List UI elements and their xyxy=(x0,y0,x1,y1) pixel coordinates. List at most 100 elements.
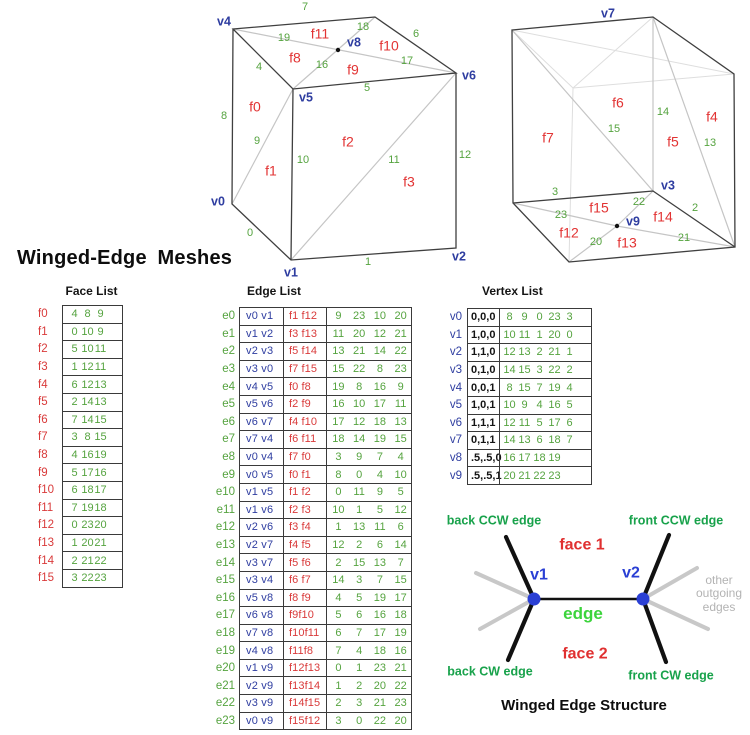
face-list-row: f6 7 14 15 xyxy=(38,410,123,430)
number-slot: 12 xyxy=(503,346,516,359)
edge-wings-cell: 0 11 9 5 xyxy=(326,483,411,501)
cube-right-hidden-edges xyxy=(511,16,735,263)
face-edges-cell: 7 14 15 xyxy=(63,412,122,429)
number-slot: 23 xyxy=(373,662,386,675)
other-outgoing-edges-label: other outgoing edges xyxy=(695,572,743,614)
number-slot: 0 xyxy=(566,328,573,341)
number-slot: 7 xyxy=(376,451,383,464)
edge-vertices-cell: v3 v4 xyxy=(246,574,274,587)
edge-row-cells: v2 v3 f5 f14 13 21 14 22 xyxy=(239,342,412,361)
edge-number-label: 18 xyxy=(356,21,370,34)
number-slot: 18 xyxy=(94,501,107,514)
edge-vertices-cell: v0 v5 xyxy=(246,468,274,481)
number-slot: 9 xyxy=(521,311,528,324)
face-list-row: f5 2 14 13 xyxy=(38,392,123,412)
number-slot: 2 xyxy=(335,556,342,569)
face-id: f9 xyxy=(38,466,48,479)
face-label: f11 xyxy=(310,25,330,42)
number-slot: 21 xyxy=(394,327,407,340)
number-slot: 23 xyxy=(394,363,407,376)
face-list-row: f13 1 20 21 xyxy=(38,533,123,553)
number-slot: 9 xyxy=(356,451,363,464)
edge-vertices-cell: v1 v6 xyxy=(246,503,274,516)
vertex-edges-cell: 14 13 6 18 7 xyxy=(499,432,591,449)
number-slot: 5 xyxy=(356,591,363,604)
number-slot: 15 xyxy=(518,364,531,377)
vertex-label: v0 xyxy=(211,194,225,209)
number-slot: 10 xyxy=(373,310,386,323)
edge-row-cells: v6 v7 f4 f10 17 12 18 13 xyxy=(239,412,412,432)
number-slot: 10 xyxy=(332,503,345,516)
vertex-coords-cell: 1,1,0 xyxy=(471,346,496,359)
number-slot: 1 xyxy=(566,346,573,359)
edge-vertices-cell: v0 v4 xyxy=(246,451,274,464)
number-slot: 7 xyxy=(335,644,342,657)
edge-list-row: e2 v2 v3 f5 f14 13 21 14 22 xyxy=(212,342,412,361)
vertex-list-row: v8 .5,.5,0 16 17 18 19 xyxy=(438,448,592,468)
vertex-row-cells: 0,0,0 8 9 0 23 3 xyxy=(467,308,592,327)
face-id: f15 xyxy=(38,572,54,585)
number-slot: 7 xyxy=(356,626,363,639)
face-edges-cell: 7 19 18 xyxy=(63,500,122,517)
edge-row-cells: v6 v8 f9f10 5 6 16 18 xyxy=(239,606,412,625)
number-slot: 13 xyxy=(332,345,345,358)
vertex-list-row: v1 1,0,0 10 11 1 20 0 xyxy=(438,325,592,345)
number-slot: 1 xyxy=(356,662,363,675)
edge-row-cells: v4 v5 f0 f8 19 8 16 9 xyxy=(239,377,412,396)
edge-number-label: 14 xyxy=(656,106,670,119)
face-id: f2 xyxy=(38,343,48,356)
edge-faces-cell: f4 f10 xyxy=(283,413,326,431)
number-slot: 2 xyxy=(356,539,363,552)
edge-number-label: 16 xyxy=(315,59,329,72)
vertex-row-cells: 1,0,1 10 9 4 16 5 xyxy=(467,395,592,415)
edge-vertices-cell: v1 v9 xyxy=(246,662,274,675)
number-slot: 15 xyxy=(94,431,107,444)
page-title: Winged-Edge Meshes xyxy=(17,247,233,269)
edge-id: e4 xyxy=(222,380,235,393)
winged-edge-structure-caption: Winged Edge Structure xyxy=(501,697,667,715)
number-slot: 2 xyxy=(356,679,363,692)
number-slot: 2 xyxy=(71,554,78,567)
vertex-edges-cell: 14 15 3 22 2 xyxy=(499,361,591,379)
number-slot: 6 xyxy=(397,521,404,534)
number-slot: 14 xyxy=(503,434,516,447)
edge-list-row: e13 v2 v7 f4 f5 12 2 6 14 xyxy=(212,535,412,555)
face-list-row: f7 3 8 15 xyxy=(38,428,123,447)
edge-faces-cell: f0 f1 xyxy=(283,466,326,483)
face-edges-cell: 5 17 16 xyxy=(63,464,122,481)
front-cw-edge-label: front CW edge xyxy=(628,668,714,683)
edge-row-cells: v1 v5 f1 f2 0 11 9 5 xyxy=(239,482,412,502)
number-slot: 5 xyxy=(536,416,543,429)
number-slot: 12 xyxy=(373,327,386,340)
vertex-coords-cell: 1,0,1 xyxy=(471,399,496,412)
number-slot: 22 xyxy=(394,679,407,692)
number-slot: 16 xyxy=(332,398,345,411)
number-slot: 14 xyxy=(373,345,386,358)
number-slot: 2 xyxy=(566,364,573,377)
vertex-id: v1 xyxy=(449,328,462,341)
number-slot: 20 xyxy=(394,310,407,323)
edge-list-row: e6 v6 v7 f4 f10 17 12 18 13 xyxy=(212,412,412,432)
edge-vertices-cell: v5 v6 xyxy=(246,398,274,411)
number-slot: 4 xyxy=(566,381,573,394)
face-list-table: f0 4 8 9 f1 0 10 9 f2 5 10 11 f3 1 12 11 f4 6 12 13 f5 2 14 13 f… xyxy=(38,305,123,588)
edge-wings-cell: 18 14 19 15 xyxy=(326,431,411,448)
number-slot: 15 xyxy=(94,413,107,426)
back-cw-edge-label: back CW edge xyxy=(447,664,533,679)
vertex-edges-cell: 16 17 18 19 xyxy=(499,449,591,467)
number-slot: 22 xyxy=(81,572,94,585)
edge-id: e19 xyxy=(215,644,235,657)
number-slot: 1 xyxy=(71,537,78,550)
edge-row-cells: v4 v8 f11f8 7 4 18 16 xyxy=(239,641,412,660)
edge-wings-cell: 16 10 17 11 xyxy=(326,395,411,413)
number-slot: 12 xyxy=(81,361,94,374)
edge-list-row: e10 v1 v5 f1 f2 0 11 9 5 xyxy=(212,482,412,502)
number-slot: 18 xyxy=(394,609,407,622)
vertex-coords-cell: 0,0,0 xyxy=(471,311,496,324)
number-slot: 21 xyxy=(353,345,366,358)
vertex-coords-cell: 1,0,0 xyxy=(471,328,496,341)
vertex-row-cells: 0,1,1 14 13 6 18 7 xyxy=(467,431,592,450)
number-slot: 11 xyxy=(332,327,345,340)
face-list-row: f1 0 10 9 xyxy=(38,322,123,342)
edge-wings-cell: 15 22 8 23 xyxy=(326,360,411,378)
